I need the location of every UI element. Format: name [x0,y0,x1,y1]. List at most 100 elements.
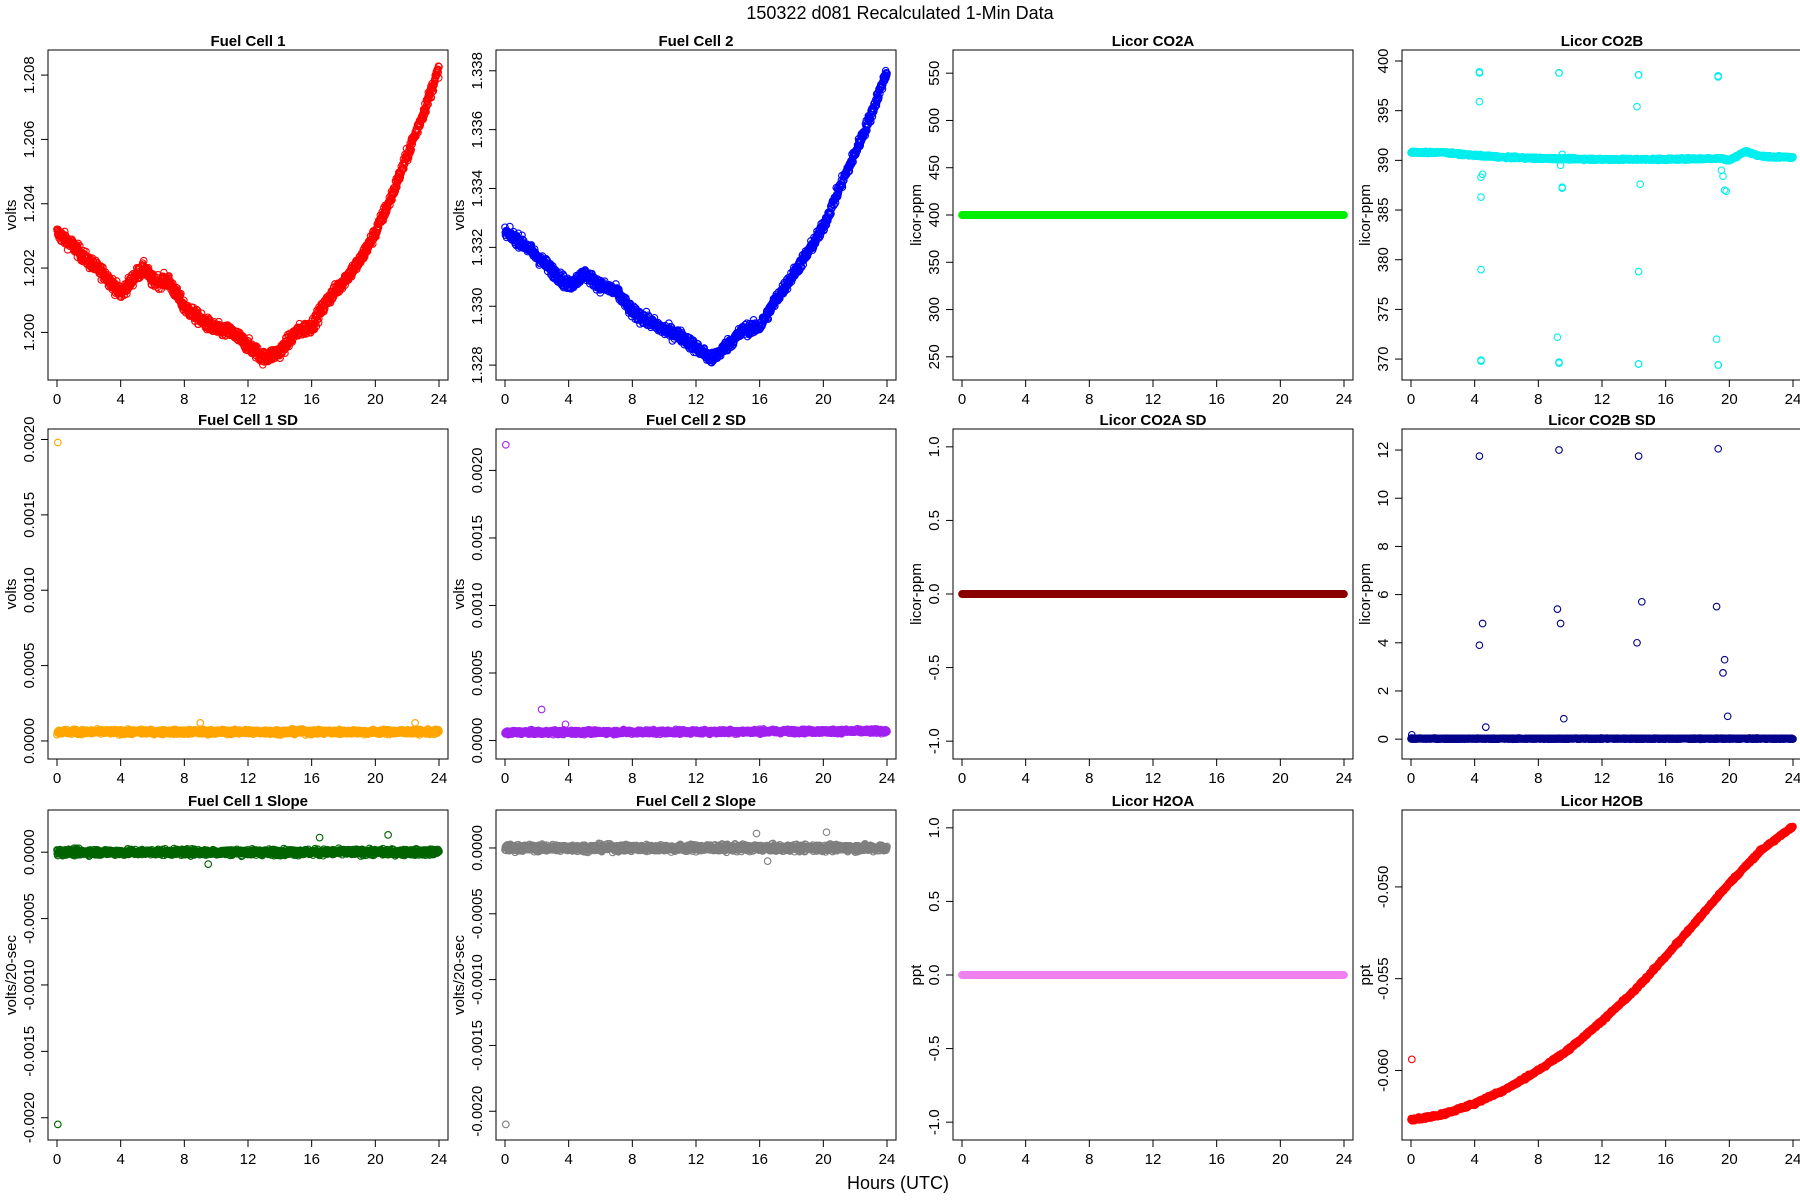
y-tick-label: 450 [926,155,943,180]
data-points [958,211,1348,219]
data-point [422,108,430,116]
x-tick-label: 16 [751,391,768,408]
x-tick-label: 8 [1534,391,1542,408]
x-tick-label: 24 [1785,391,1800,408]
y-tick-label: 1.208 [21,56,38,94]
data-point [412,132,420,141]
y-tick-label: 385 [1375,198,1392,223]
x-tick-label: 16 [1208,391,1225,408]
panel-1: Fuel Cell 1 0 4 8 12 16 20 24 1.200 1.202 1.204 1.2… [3,33,449,408]
data-point [883,69,891,78]
panel-title: Licor CO2A [1112,33,1195,50]
data-point [288,337,297,346]
figure-title: 150322 d081 Recalculated 1-Min Data [746,3,1054,23]
y-tick-label: 1.328 [469,346,486,384]
x-tick-label: 8 [628,391,636,408]
x-tick-label: 20 [1272,391,1289,408]
x-tick-label: 0 [958,391,966,408]
data-point [1340,211,1348,219]
data-point [361,246,370,254]
data-point [391,187,400,196]
x-tick-label: 8 [180,391,188,408]
y-tick-label: 1.338 [469,52,486,90]
y-tick-label: 1.202 [21,249,38,287]
y-tick-label: 250 [926,344,943,369]
data-point [833,192,842,201]
x-tick-label: 12 [1594,391,1611,408]
y-tick-label: 1.332 [469,229,486,267]
panel-title: Fuel Cell 2 [658,33,733,50]
panel-title: Licor CO2B [1561,33,1644,50]
x-tick-label: 16 [303,391,320,408]
y-axis-label: volts [451,200,468,231]
x-tick-label: 4 [1470,391,1478,408]
x-tick-label: 4 [116,391,124,408]
data-point [372,232,380,241]
data-point [276,354,284,362]
x-tick-label: 16 [1657,391,1674,408]
x-tick-label: 24 [431,391,448,408]
panel-4: Licor CO2B 0 4 8 12 16 20 24 370 375 380 385 390 395 4… [1357,33,1800,408]
x-tick-label: 4 [564,391,572,408]
panel-2: Fuel Cell 2 0 4 8 12 16 20 24 1.328 1.330 1.332 1.3… [451,33,897,408]
data-point [878,85,887,93]
y-tick-label: 395 [1375,98,1392,123]
data-point [420,108,429,117]
y-tick-label: 375 [1375,297,1392,322]
panel-grid: Fuel Cell 1 0 4 8 12 16 20 24 1.200 1.202 1.204 1.2… [3,33,1800,1168]
y-tick-label: 300 [926,297,943,322]
x-tick-label: 20 [815,391,832,408]
panel-3: Licor CO2A 0 4 8 12 16 20 24 250 300 350 400 450 500 5… [908,33,1354,408]
y-tick-label: 400 [1375,48,1392,73]
y-tick-label: 400 [926,202,943,227]
data-point [177,289,185,298]
x-tick-label: 24 [879,391,896,408]
y-tick-label: 370 [1375,347,1392,372]
data-points [53,62,443,369]
data-point [861,131,870,140]
y-tick-label: 1.330 [469,287,486,325]
x-tick-label: 8 [1085,391,1093,408]
y-axis-label: volts [3,200,20,231]
x-tick-label: 20 [367,391,384,408]
y-axis-label: licor-ppm [908,184,925,246]
x-tick-label: 0 [501,391,509,408]
panel-title: Fuel Cell 1 [210,33,285,50]
y-tick-label: 380 [1375,247,1392,272]
data-point [407,146,415,154]
y-tick-label: 550 [926,61,943,86]
data-point [435,62,443,71]
y-tick-label: 500 [926,108,943,133]
x-tick-label: 20 [1721,391,1738,408]
x-tick-label: 24 [1336,391,1353,408]
data-points [501,66,891,367]
y-tick-label: 1.336 [469,111,486,149]
x-tick-label: 12 [1145,391,1162,408]
y-tick-label: 1.334 [469,170,486,208]
data-point [314,319,323,327]
data-point [192,305,201,314]
y-tick-label: 1.206 [21,121,38,159]
data-point [122,290,131,298]
data-point [382,207,391,216]
data-point [868,112,877,121]
x-tick-label: 0 [53,391,61,408]
y-axis-label: licor-ppm [1357,184,1374,246]
y-tick-label: 1.200 [21,314,38,352]
y-tick-label: 390 [1375,148,1392,173]
x-tick-label: 12 [688,391,705,408]
x-tick-label: 0 [1407,391,1415,408]
data-point [363,247,372,256]
y-tick-label: 1.204 [21,185,38,223]
data-point [434,74,443,82]
data-point [764,315,773,323]
data-point [433,70,441,79]
x-tick-label: 12 [240,391,257,408]
data-point [424,100,432,109]
x-tick-label: 4 [1021,391,1029,408]
data-point [396,173,405,181]
y-tick-label: 350 [926,250,943,275]
data-points [1407,68,1797,369]
